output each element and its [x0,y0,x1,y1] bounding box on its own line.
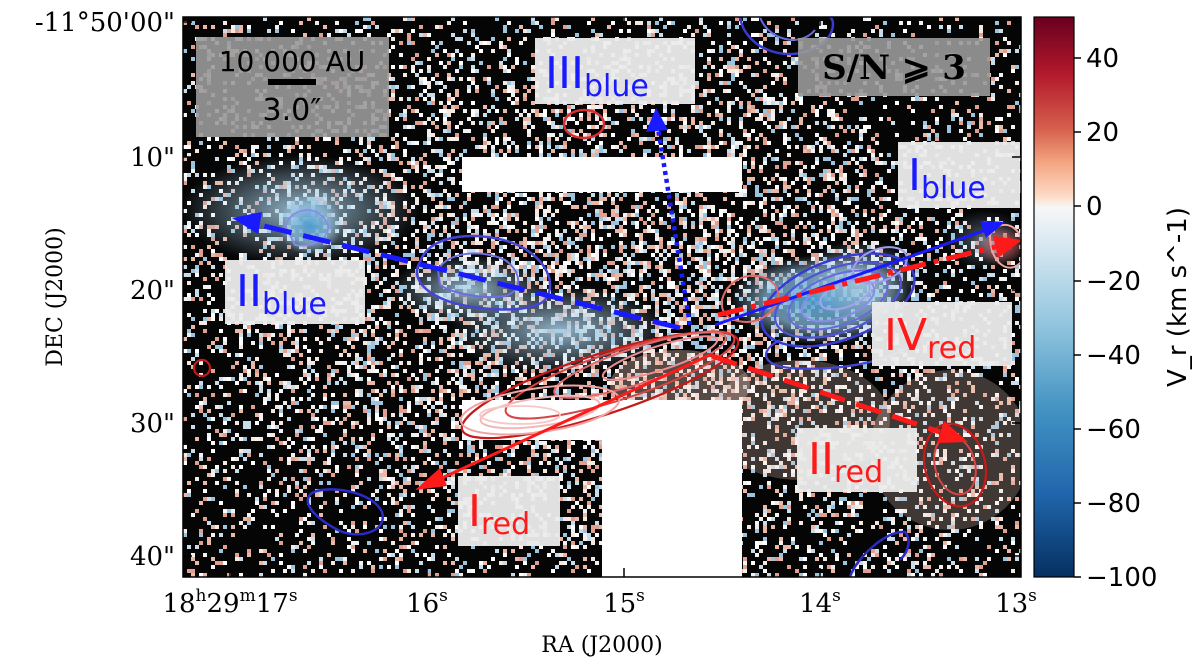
x-tick-labels: 18h29m17s 16s 15s 14s 13s [162,586,1036,619]
snr-label: S/N ⩾ 3 [822,48,966,88]
label-II-red: IIred [797,428,917,492]
colorbar-tick-label: −20 [1086,267,1141,297]
scale-bar-angle: 3.0″ [263,93,322,128]
colorbar: 40 20 0 −20 −40 −60 −80 −100 V_r (km s^-… [1033,16,1193,593]
contours [192,17,1021,577]
arrowhead-I-red [415,468,447,490]
y-tick-label: 20" [130,276,175,306]
arrowhead-II-blue [232,212,262,234]
label-I-red: Ired [458,476,560,546]
plot-frame [182,16,1022,578]
arrowhead-II-red [937,421,968,443]
label-I-blue: Iblue [898,142,1020,208]
label-IV-red: IVred [872,302,1012,366]
colorbar-tick-label: 20 [1086,118,1119,148]
snr-badge: S/N ⩾ 3 [798,38,990,96]
arrowhead-IV-red [993,236,1022,258]
colorbar-title: V_r (km s^-1) [1163,207,1193,387]
axis-ticks [183,17,1021,577]
masked-region-bottom [602,400,742,577]
colorbar-tick-label: −100 [1086,563,1157,593]
label-II-blue: IIblue [225,260,365,324]
x-tick-label: 16s [406,586,448,619]
outflow-arrows [232,108,1022,490]
colorbar-tick-label: 0 [1086,192,1103,222]
scale-bar: 10 000 AU 3.0″ [196,37,389,137]
colorbar-tick-label: −80 [1086,489,1141,519]
outflow-labels: IIIblue Iblue IIblue IVred IIred Ired [225,38,1020,546]
y-tick-label: 30" [130,409,175,439]
y-tick-labels: -11°50'00" 10" 20" 30" 40" [35,8,175,572]
label-III-blue: IIIblue [535,38,695,104]
colorbar-tick-label: 40 [1086,44,1119,74]
velocity-map-image [183,17,1021,577]
masked-region-top [462,157,742,192]
scale-bar-length: 10 000 AU [219,45,366,78]
x-tick-label: 13s [995,586,1037,619]
y-tick-label: 10" [130,143,175,173]
y-axis-title: DEC (J2000) [43,227,68,367]
arrowhead-III-blue [646,108,668,132]
arrowhead-I-blue [980,221,1005,238]
colorbar-tick-label: −40 [1086,341,1141,371]
y-tick-label: -11°50'00" [35,8,175,38]
colorbar-gradient [1033,16,1075,578]
x-tick-label: 15s [603,586,645,619]
x-axis-title: RA (J2000) [541,633,662,658]
x-tick-label: 14s [799,586,841,619]
colorbar-tick-label: −60 [1086,415,1141,445]
y-tick-label: 40" [130,542,175,572]
x-tick-label: 18h29m17s [162,586,297,619]
